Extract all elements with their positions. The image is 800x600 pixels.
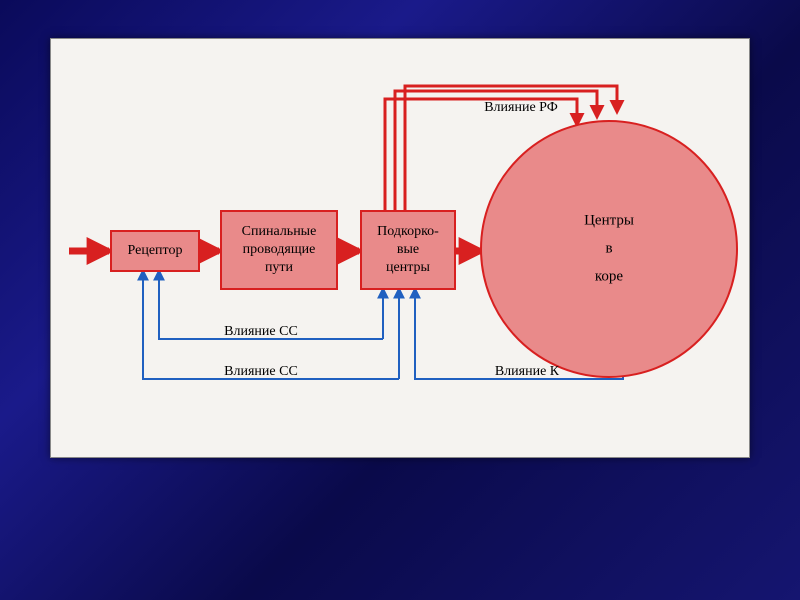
cortex-label-line-2: коре <box>595 268 624 284</box>
box3-label-0: Подкорко- <box>377 224 439 239</box>
box2-label-0: Спинальные <box>242 224 317 239</box>
box2-label-2: пути <box>265 260 294 275</box>
box1-label-0: Рецептор <box>128 243 183 258</box>
label-k: Влияние К <box>495 364 560 379</box>
slide-background: Центры в коре Рецептор Спинальные проводящие п… <box>0 0 800 600</box>
cortex-label-line-0: Центры <box>584 212 634 228</box>
box3-label-1: вые <box>397 242 419 257</box>
label-cc2: Влияние СС <box>224 364 298 379</box>
label-rf: Влияние РФ <box>484 100 558 115</box>
flowchart-svg: Центры в коре Рецептор Спинальные проводящие п… <box>51 39 749 457</box>
diagram-panel: Центры в коре Рецептор Спинальные проводящие п… <box>50 38 750 458</box>
box3-label-2: центры <box>386 260 430 275</box>
label-cc1: Влияние СС <box>224 324 298 339</box>
box2-label-1: проводящие <box>243 242 316 257</box>
cortex-label-line-1: в <box>605 240 612 256</box>
